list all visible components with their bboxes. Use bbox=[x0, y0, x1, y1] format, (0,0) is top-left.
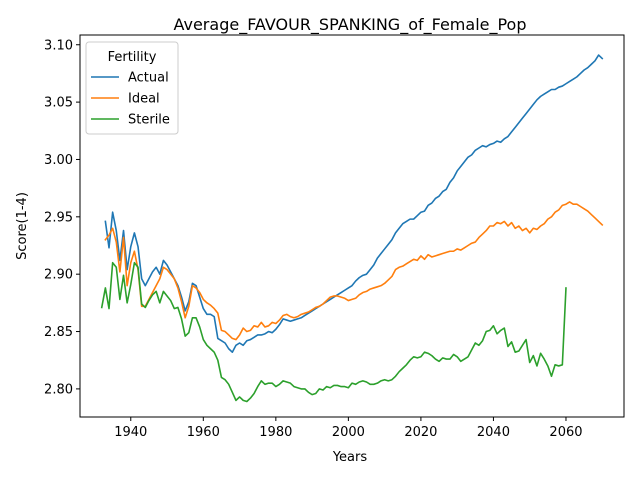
x-tick-label: 2000 bbox=[332, 425, 365, 440]
x-axis-label: Years bbox=[332, 450, 368, 465]
y-tick-label: 3.05 bbox=[44, 96, 73, 111]
y-tick-label: 3.10 bbox=[44, 38, 73, 53]
chart-title: Average_FAVOUR_SPANKING_of_Female_Pop bbox=[173, 15, 526, 35]
x-tick-label: 2040 bbox=[477, 425, 510, 440]
y-axis-label: Score(1-4) bbox=[15, 192, 30, 260]
x-tick-label: 1940 bbox=[114, 425, 147, 440]
legend: Fertility Actual Ideal Sterile bbox=[86, 42, 178, 134]
legend-label-sterile: Sterile bbox=[128, 113, 170, 128]
x-tick-label: 2020 bbox=[404, 425, 437, 440]
x-tick-label: 1960 bbox=[187, 425, 220, 440]
y-tick-label: 2.85 bbox=[44, 325, 73, 340]
x-tick-label: 2060 bbox=[549, 425, 582, 440]
y-tick-label: 2.95 bbox=[44, 210, 73, 225]
legend-label-actual: Actual bbox=[128, 71, 169, 86]
y-tick-label: 2.80 bbox=[44, 382, 73, 397]
legend-title: Fertility bbox=[108, 50, 157, 65]
legend-label-ideal: Ideal bbox=[128, 92, 160, 107]
y-tick-label: 2.90 bbox=[44, 268, 73, 283]
x-tick-label: 1980 bbox=[259, 425, 292, 440]
y-tick-label: 3.00 bbox=[44, 153, 73, 168]
